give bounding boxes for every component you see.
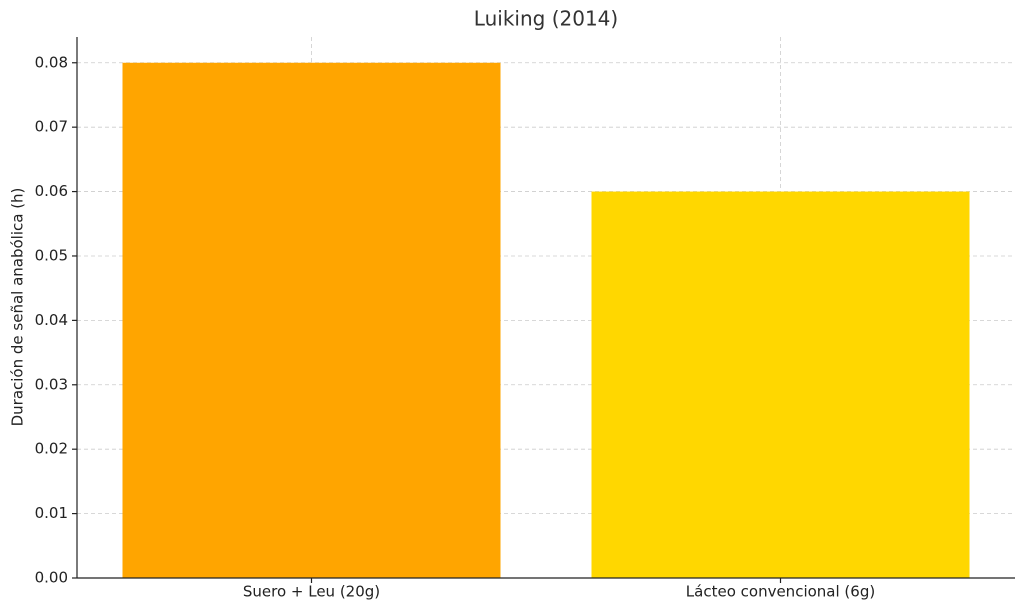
x-tick-label: Suero + Leu (20g) [243, 583, 380, 601]
y-tick-label: 0.01 [35, 504, 68, 522]
y-tick-label: 0.08 [35, 53, 68, 71]
y-tick-label: 0.04 [35, 311, 68, 329]
y-axis-label: Duración de señal anabólica (h) [9, 188, 27, 427]
y-tick-label: 0.05 [35, 246, 68, 264]
y-tick-label: 0.06 [35, 182, 68, 200]
bar [122, 62, 501, 579]
y-tick-label: 0.00 [35, 569, 68, 587]
y-tick-label: 0.07 [35, 118, 68, 136]
chart-title: Luiking (2014) [474, 7, 618, 31]
y-tick-label: 0.03 [35, 375, 68, 393]
bar [591, 191, 970, 579]
x-tick-label: Lácteo convencional (6g) [686, 583, 875, 601]
y-tick-label: 0.02 [35, 440, 68, 458]
